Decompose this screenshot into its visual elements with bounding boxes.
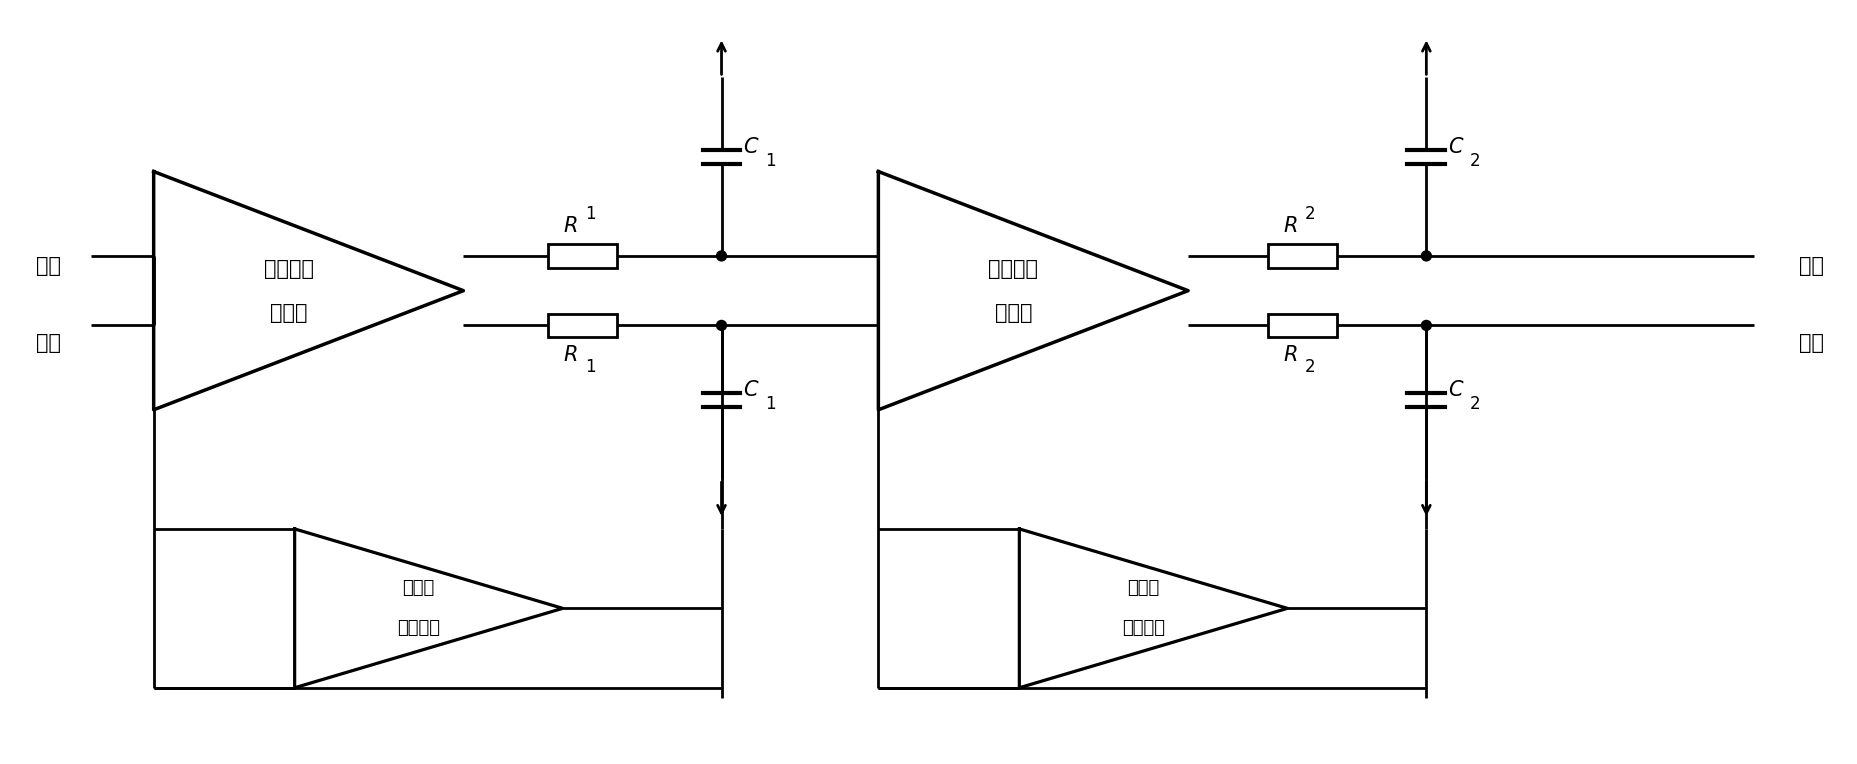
Text: 输入: 输入 [35,333,61,353]
Text: 1: 1 [765,151,776,170]
Text: 主放大器: 主放大器 [988,259,1038,279]
Text: 差分: 差分 [1798,256,1824,276]
Circle shape [1421,320,1430,330]
Text: 第一级: 第一级 [403,579,435,597]
Text: 1: 1 [765,395,776,413]
Text: 2: 2 [1469,151,1480,170]
Text: 2: 2 [1469,395,1480,413]
Circle shape [717,320,726,330]
Circle shape [717,251,726,261]
Text: 2: 2 [1304,206,1315,223]
Circle shape [1421,251,1430,261]
Text: 第二级: 第二级 [993,303,1032,322]
Text: C: C [1447,380,1461,400]
Text: 主放大器: 主放大器 [264,259,314,279]
Bar [1266,244,1337,268]
Text: R: R [563,345,578,365]
Text: 共模反馈: 共模反馈 [1122,619,1164,637]
Text: 差分: 差分 [35,256,61,276]
Text: R: R [1283,345,1296,365]
Text: 1: 1 [585,358,596,376]
Text: 输出: 输出 [1798,333,1824,353]
Bar [548,313,617,338]
Text: 第二级: 第二级 [1127,579,1159,597]
Text: 2: 2 [1304,358,1315,376]
Text: R: R [1283,216,1296,236]
Text: C: C [743,137,758,157]
Text: C: C [1447,137,1461,157]
Text: 1: 1 [585,206,596,223]
Bar [548,244,617,268]
Text: 共模反馈: 共模反馈 [397,619,440,637]
Text: C: C [743,380,758,400]
Text: 第一级: 第一级 [269,303,306,322]
Text: R: R [563,216,578,236]
Bar [1266,313,1337,338]
